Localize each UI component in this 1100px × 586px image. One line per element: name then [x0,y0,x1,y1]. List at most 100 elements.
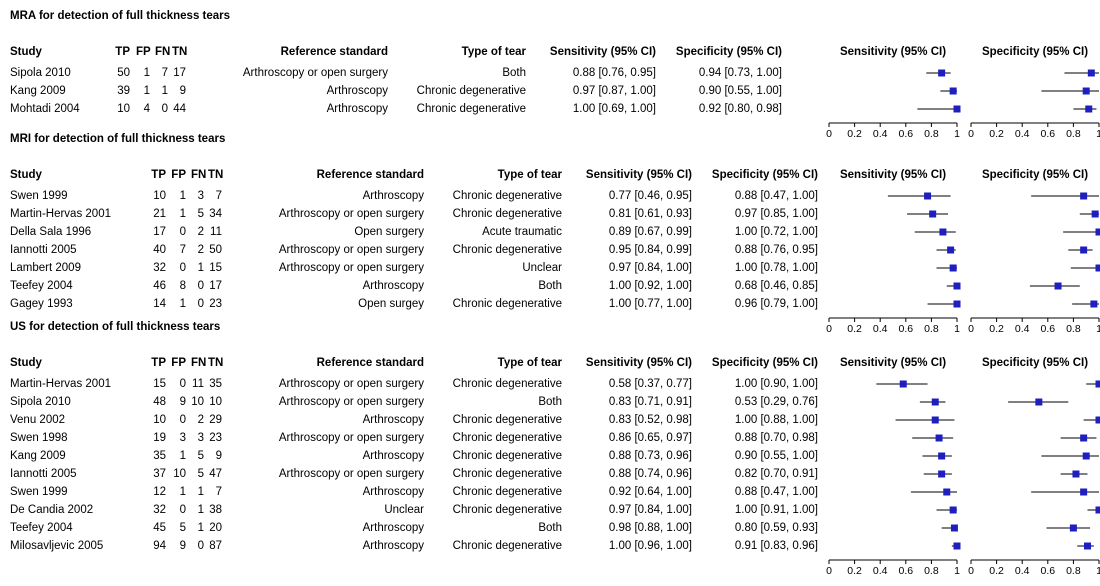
point-estimate-marker [932,399,939,406]
header-tp: TP [112,44,130,60]
tp-value: 40 [147,242,166,258]
reference-standard: Arthroscopy or open surgery [236,394,424,410]
x-tick-label: 1 [954,565,960,577]
point-estimate-marker [900,381,907,388]
point-estimate-marker [1096,417,1100,424]
specificity-ci: 0.53 [0.29, 0.76] [698,394,818,410]
header-study: Study [10,44,42,60]
reference-standard: Open surgey [236,296,424,312]
tn-value: 38 [208,502,222,518]
specificity-ci: 0.97 [0.85, 1.00] [698,206,818,222]
tn-value: 11 [208,224,222,240]
tp-value: 10 [112,101,130,117]
point-estimate-marker [1035,399,1042,406]
specificity-ci: 0.88 [0.47, 1.00] [698,484,818,500]
point-estimate-marker [943,489,950,496]
specificity-ci: 0.80 [0.59, 0.93] [698,520,818,536]
x-tick-label: 0.8 [1066,565,1081,577]
reference-standard: Arthroscopy [200,83,388,99]
fn-value: 1 [191,502,204,518]
x-tick-label: 0.4 [1015,565,1030,577]
tp-value: 15 [147,376,166,392]
header-tn: TN [208,355,222,371]
study-name: Teefey 2004 [10,520,73,536]
section-1: MRI for detection of full thickness tear… [0,133,1100,344]
tp-value: 10 [147,412,166,428]
specificity-ci: 0.94 [0.73, 1.00] [662,65,782,81]
header-study: Study [10,355,42,371]
sensitivity-ci: 0.97 [0.87, 1.00] [534,83,656,99]
point-estimate-marker [1072,471,1079,478]
type-of-tear: Chronic degenerative [428,206,562,222]
reference-standard: Arthroscopy [236,448,424,464]
type-of-tear: Chronic degenerative [428,448,562,464]
x-tick-label: 0.6 [1040,565,1055,577]
type-of-tear: Chronic degenerative [428,412,562,428]
header-tn: TN [172,44,186,60]
sensitivity-ci: 0.95 [0.84, 0.99] [570,242,692,258]
fp-value: 1 [170,206,186,222]
tp-value: 12 [147,484,166,500]
point-estimate-marker [1088,70,1095,77]
fp-value: 10 [170,466,186,482]
section-title: MRA for detection of full thickness tear… [10,10,230,22]
specificity-ci: 1.00 [0.72, 1.00] [698,224,818,240]
x-tick-label: 0.2 [847,565,862,577]
reference-standard: Arthroscopy or open surgery [236,466,424,482]
tp-value: 10 [147,188,166,204]
sensitivity-ci: 0.83 [0.52, 0.98] [570,412,692,428]
type-of-tear: Both [392,65,526,81]
fp-value: 0 [170,502,186,518]
header-fp: FP [136,44,150,60]
point-estimate-marker [1083,88,1090,95]
tn-value: 17 [172,65,186,81]
sensitivity-ci: 0.92 [0.64, 1.00] [570,484,692,500]
section-title: US for detection of full thickness tears [10,321,220,333]
sensitivity-ci: 1.00 [0.77, 1.00] [570,296,692,312]
sensitivity-ci: 0.98 [0.88, 1.00] [570,520,692,536]
study-name: Venu 2002 [10,412,65,428]
header-tp: TP [147,355,166,371]
study-name: Mohtadi 2004 [10,101,80,117]
study-name: Swen 1999 [10,484,68,500]
fn-value: 5 [191,206,204,222]
study-name: Martin-Hervas 2001 [10,206,111,222]
fn-value: 5 [191,466,204,482]
fn-value: 0 [191,278,204,294]
specificity-ci: 0.90 [0.55, 1.00] [662,83,782,99]
tn-value: 44 [172,101,186,117]
point-estimate-marker [1085,106,1092,113]
reference-standard: Arthroscopy [236,520,424,536]
study-name: Kang 2009 [10,448,66,464]
point-estimate-marker [954,301,961,308]
point-estimate-marker [950,88,957,95]
x-tick-label: 0 [826,565,832,577]
tp-value: 14 [147,296,166,312]
specificity-ci: 0.92 [0.80, 0.98] [662,101,782,117]
tp-value: 35 [147,448,166,464]
fp-value: 1 [136,83,150,99]
header-type: Type of tear [392,44,526,60]
header-specificity: Specificity (95% CI) [698,355,818,371]
x-tick-label: 0.6 [898,565,913,577]
fp-value: 9 [170,538,186,554]
reference-standard: Arthroscopy or open surgery [236,242,424,258]
point-estimate-marker [954,283,961,290]
sensitivity-ci: 1.00 [0.92, 1.00] [570,278,692,294]
fp-value: 1 [170,188,186,204]
reference-standard: Arthroscopy [236,538,424,554]
reference-standard: Open surgery [236,224,424,240]
section-0: MRA for detection of full thickness tear… [0,10,1100,149]
point-estimate-marker [950,265,957,272]
reference-standard: Arthroscopy [236,188,424,204]
tp-value: 39 [112,83,130,99]
point-estimate-marker [932,417,939,424]
